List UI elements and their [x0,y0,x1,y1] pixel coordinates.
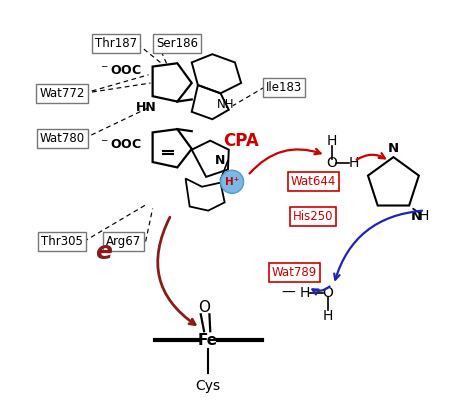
Text: HN: HN [136,101,157,114]
Text: H⁺: H⁺ [225,177,239,187]
Text: Wat780: Wat780 [39,132,85,145]
Text: Arg67: Arg67 [106,235,141,248]
Text: Wat772: Wat772 [39,87,85,100]
Text: His250: His250 [293,210,333,223]
Text: O: O [326,156,337,170]
Text: Ile183: Ile183 [266,81,302,94]
Text: Thr187: Thr187 [94,38,137,50]
Text: e: e [95,240,112,264]
Circle shape [220,170,244,193]
Text: $^-$OOC: $^-$OOC [100,138,142,151]
Text: $^-$OOC: $^-$OOC [100,64,142,77]
Text: O: O [322,286,333,300]
Text: Cys: Cys [196,379,221,392]
Text: —: — [282,286,295,300]
Text: O: O [198,300,210,315]
Text: Wat789: Wat789 [272,266,317,279]
Text: CPA: CPA [223,132,259,150]
Text: NH: NH [217,98,234,111]
Text: Ser186: Ser186 [156,38,198,50]
Text: H: H [327,134,337,147]
Text: Wat644: Wat644 [291,175,336,188]
Text: N: N [388,142,399,155]
Text: H: H [322,309,333,323]
Text: Fe: Fe [198,333,218,348]
Text: N: N [215,154,226,167]
Text: N: N [411,210,422,223]
Text: H: H [300,286,310,300]
Text: H: H [349,156,359,170]
Text: H: H [419,209,428,223]
Text: Thr305: Thr305 [41,235,83,248]
